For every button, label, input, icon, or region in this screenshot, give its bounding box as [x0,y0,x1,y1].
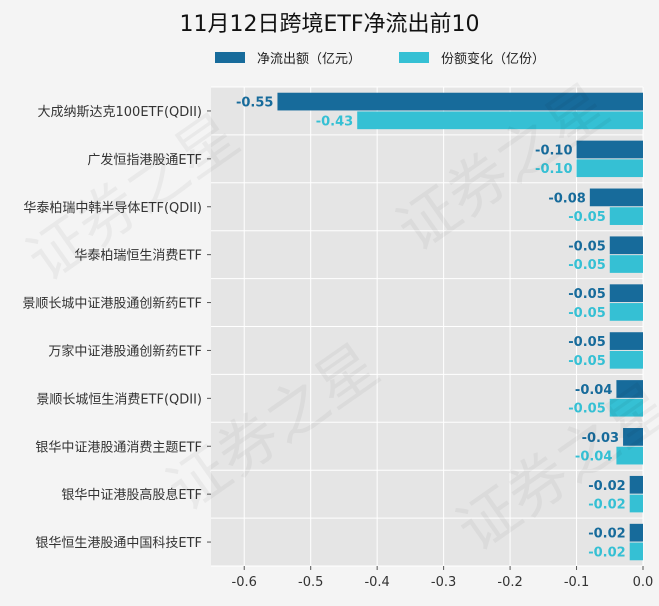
x-tick-label: -0.1 [564,575,589,590]
x-tick-label: -0.6 [232,575,257,590]
bar-net-outflow [629,523,643,542]
bar-share-change [609,207,643,225]
bar-net-outflow [589,188,643,207]
bar-net-outflow [616,380,643,398]
bar-share-change [629,494,643,513]
data-label-net-outflow: -0.05 [568,335,605,350]
data-label-net-outflow: -0.55 [236,96,273,111]
legend-item-share-change: 份额变化（亿份） [399,48,545,67]
category-label: 大成纳斯达克100ETF(QDII) [38,105,203,120]
category-label: 景顺长城中证港股通创新药ETF [22,296,202,312]
data-label-net-outflow: -0.10 [535,143,572,158]
category-label: 华泰柏瑞中韩半导体ETF(QDII) [23,201,202,216]
bar-share-change [616,446,643,465]
data-label-net-outflow: -0.04 [575,383,612,398]
bar-share-change [609,398,643,417]
data-label-net-outflow: -0.03 [582,431,619,446]
bar-net-outflow [277,92,643,111]
data-label-share-change: -0.43 [316,114,353,129]
category-label: 万家中证港股通创新药ETF [48,343,202,359]
category-label: 广发恒指港股通ETF [87,152,202,168]
legend: 净流出额（亿元） 份额变化（亿份） [215,48,583,67]
bar-share-change [629,542,643,561]
x-tick-label: -0.3 [431,575,456,590]
legend-swatch-net-outflow [215,52,245,63]
legend-label-net-outflow: 净流出额（亿元） [257,52,362,67]
bar-net-outflow [629,475,643,494]
category-label: 银华恒生港股通中国科技ETF [35,536,202,551]
x-tick-label: 0.0 [633,575,654,590]
category-label: 华泰柏瑞恒生消费ETF [74,249,202,264]
data-label-net-outflow: -0.05 [568,239,605,254]
chart-title: 11月12日跨境ETF净流出前10 [179,12,480,37]
data-label-net-outflow: -0.02 [588,479,625,494]
bar-share-change [576,159,643,178]
bar-net-outflow [609,332,643,350]
category-label: 银华中证港股高股息ETF [61,487,202,503]
x-tick-label: -0.4 [364,575,389,590]
legend-label-share-change: 份额变化（亿份） [441,52,546,67]
data-label-net-outflow: -0.08 [548,191,585,206]
data-label-share-change: -0.02 [588,498,625,513]
data-label-share-change: -0.02 [588,545,625,560]
bar-net-outflow [609,236,643,255]
bar-net-outflow [623,428,643,446]
data-label-share-change: -0.05 [568,210,605,225]
data-label-net-outflow: -0.02 [588,527,625,542]
bar-share-change [609,350,643,369]
data-label-share-change: -0.05 [568,354,605,369]
data-label-share-change: -0.05 [568,402,605,417]
bar-net-outflow [576,140,643,159]
category-label: 银华中证港股通消费主题ETF [35,440,202,455]
data-label-share-change: -0.05 [568,306,605,321]
bar-share-change [609,303,643,321]
legend-swatch-share-change [399,52,430,63]
x-tick-label: -0.5 [298,575,323,590]
data-label-share-change: -0.05 [568,258,605,273]
data-label-share-change: -0.10 [535,162,572,177]
legend-item-net-outflow: 净流出额（亿元） [215,48,361,67]
category-label: 景顺长城恒生消费ETF(QDII) [36,392,202,407]
data-label-net-outflow: -0.05 [568,287,605,302]
bar-net-outflow [609,284,643,303]
bar-share-change [609,255,643,273]
x-tick-label: -0.2 [497,575,522,590]
bar-share-change [357,111,643,130]
data-label-share-change: -0.04 [575,450,612,465]
